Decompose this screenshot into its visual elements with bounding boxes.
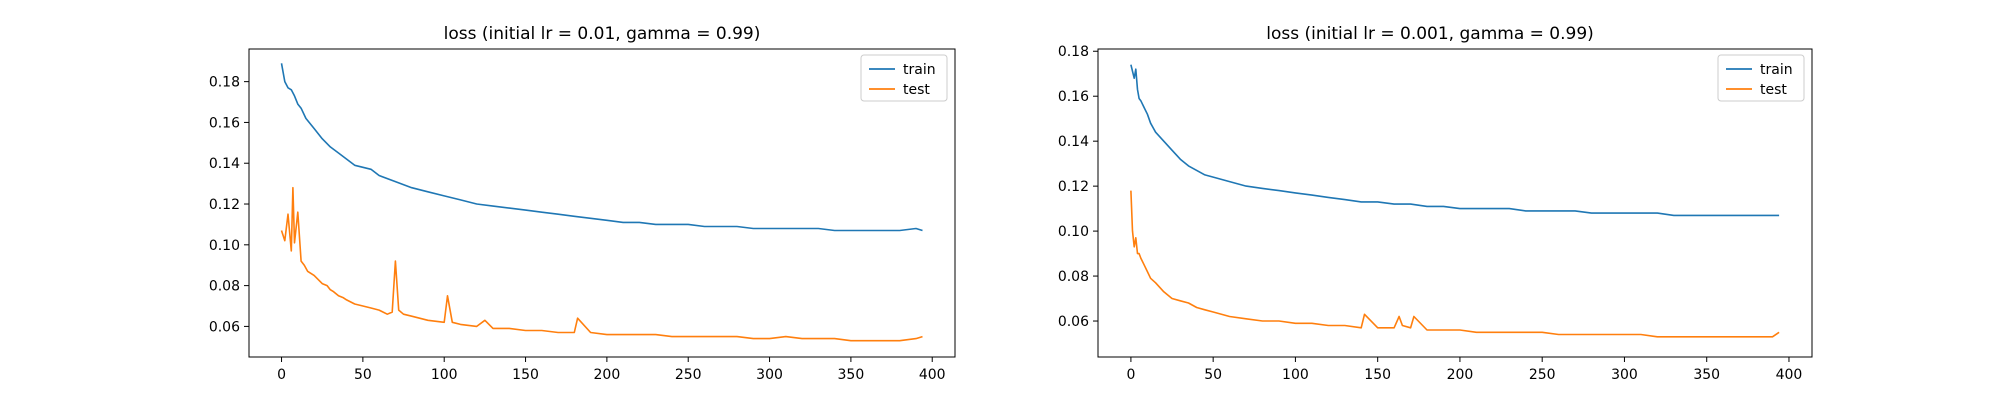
x-tick-label: 150 — [1364, 367, 1391, 383]
x-tick-label: 50 — [1204, 367, 1222, 383]
x-tick-label: 50 — [354, 367, 372, 383]
y-tick-label: 0.10 — [1058, 224, 1089, 240]
y-tick-label: 0.08 — [209, 279, 240, 295]
x-tick-label: 350 — [1693, 367, 1720, 383]
series-line-test — [280, 186, 923, 342]
y-tick-label: 0.06 — [1058, 314, 1089, 330]
plot-area: 0 50 100 150 200 250 300 350 400 0.06 0.08 0.10 0.12… — [209, 48, 956, 383]
legend: train test — [1717, 54, 1805, 102]
x-tick-label: 350 — [838, 367, 865, 383]
x-tick-label: 0 — [1126, 367, 1135, 383]
x-tick-label: 200 — [594, 367, 621, 383]
y-tick-label: 0.18 — [209, 75, 240, 91]
axes-frame — [1097, 48, 1813, 358]
x-tick-label: 300 — [756, 367, 783, 383]
chart-left: loss (initial lr = 0.01, gamma = 0.99) 0… — [209, 24, 956, 383]
x-tick-label: 400 — [919, 367, 946, 383]
y-tick-label: 0.16 — [209, 115, 240, 131]
x-tick-label: 400 — [1776, 367, 1803, 383]
y-tick-label: 0.14 — [1058, 134, 1089, 150]
legend: train test — [860, 54, 948, 102]
chart-title: loss (initial lr = 0.01, gamma = 0.99) — [444, 24, 761, 44]
series-line-train — [280, 63, 923, 232]
y-tick-label: 0.10 — [209, 238, 240, 254]
chart-right: loss (initial lr = 0.001, gamma = 0.99) … — [1058, 24, 1813, 383]
y-tick-label: 0.06 — [209, 319, 240, 335]
series-line-test — [1130, 190, 1780, 338]
legend-label-train: train — [1760, 62, 1793, 78]
legend-label-test: test — [1760, 82, 1787, 98]
y-tick-label: 0.14 — [209, 156, 240, 172]
y-tick-label: 0.08 — [1058, 269, 1089, 285]
x-tick-label: 100 — [431, 367, 458, 383]
legend-label-train: train — [903, 62, 936, 78]
x-tick-label: 200 — [1447, 367, 1474, 383]
chart-title: loss (initial lr = 0.001, gamma = 0.99) — [1266, 24, 1594, 44]
plot-area: 0 50 100 150 200 250 300 350 400 0.06 0.08 0.10 0.12… — [1058, 44, 1813, 383]
x-tick-label: 0 — [277, 367, 286, 383]
y-tick-label: 0.12 — [1058, 179, 1089, 195]
axes-frame — [248, 48, 956, 358]
y-tick-label: 0.18 — [1058, 44, 1089, 60]
x-tick-label: 250 — [675, 367, 702, 383]
y-tick-label: 0.16 — [1058, 89, 1089, 105]
y-tick-label: 0.12 — [209, 197, 240, 213]
legend-label-test: test — [903, 82, 930, 98]
x-tick-label: 100 — [1282, 367, 1309, 383]
x-tick-label: 300 — [1611, 367, 1638, 383]
series-line-train — [1130, 64, 1780, 217]
x-tick-label: 250 — [1529, 367, 1556, 383]
x-tick-label: 150 — [512, 367, 539, 383]
